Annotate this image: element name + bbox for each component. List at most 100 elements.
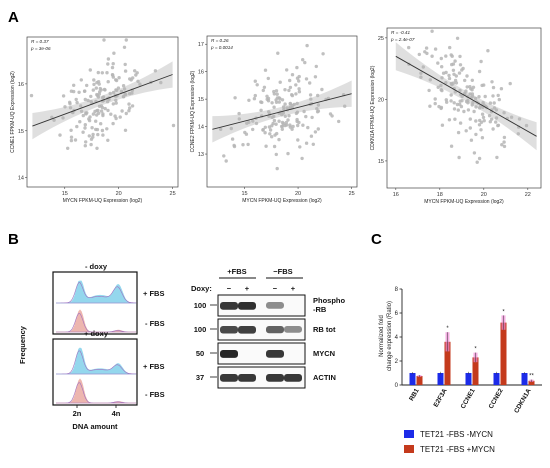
scatter-point bbox=[302, 109, 306, 114]
bar-y-tick-label: 0 bbox=[395, 383, 399, 389]
y-tick-label: 16 bbox=[198, 70, 204, 76]
scatter-point bbox=[428, 104, 432, 108]
scatter-point bbox=[295, 65, 299, 70]
scatter-point bbox=[466, 108, 471, 112]
scatter-point bbox=[517, 117, 522, 121]
scatter-point bbox=[101, 133, 105, 137]
scatter-point bbox=[52, 118, 56, 122]
scatter-point bbox=[321, 52, 325, 56]
blot-strip bbox=[217, 318, 306, 341]
scatter-point bbox=[470, 103, 474, 107]
scatter-point bbox=[270, 135, 274, 139]
scatter-point bbox=[121, 84, 126, 88]
scatter-point bbox=[300, 156, 304, 161]
scatter-plot-cdkn1a: 16 18 20 22 15 20 25 MYCN FPKM-UQ Expression (l… bbox=[370, 27, 542, 205]
scatter-point bbox=[316, 103, 321, 107]
blot-band bbox=[266, 374, 284, 382]
scatter-point bbox=[79, 78, 84, 82]
scatter-point bbox=[313, 130, 318, 134]
scatter-point bbox=[83, 126, 87, 130]
bar bbox=[472, 357, 479, 385]
scatter-point bbox=[430, 54, 434, 58]
scatter-point bbox=[462, 109, 466, 114]
y-tick-label: 14 bbox=[198, 125, 204, 131]
scatter-point bbox=[270, 115, 274, 120]
scatter-point bbox=[267, 125, 272, 129]
scatter-plot-ccne2: 15 20 25 13 14 15 16 17 MYCN FPKM-UQ Expression … bbox=[190, 35, 358, 204]
blot-lane-sign-4: + bbox=[291, 284, 296, 293]
flow-box-plus-doxy bbox=[52, 338, 138, 406]
scatter-xlabel: MYCN FPKM-UQ Expression (log2) bbox=[424, 199, 504, 205]
scatter-point bbox=[276, 51, 280, 55]
scatter-point bbox=[447, 118, 452, 122]
scatter-point bbox=[99, 109, 104, 113]
x-tick-label: 15 bbox=[62, 191, 68, 197]
scatter-point bbox=[263, 68, 268, 72]
scatter-point bbox=[472, 151, 477, 155]
scatter-point bbox=[127, 102, 131, 106]
scatter-point bbox=[84, 140, 88, 144]
stat-r: R = -0.41 bbox=[391, 30, 410, 35]
scatter-point bbox=[490, 80, 494, 84]
blot-band bbox=[220, 374, 238, 382]
scatter-point bbox=[111, 75, 116, 79]
scatter-point bbox=[74, 97, 78, 102]
scatter-point bbox=[451, 68, 456, 73]
blot-band bbox=[238, 326, 256, 334]
scatter-point bbox=[123, 128, 128, 132]
scatter-point bbox=[516, 132, 520, 136]
scatter-point bbox=[297, 87, 301, 91]
scatter-point bbox=[251, 127, 255, 132]
scatter-point bbox=[301, 58, 305, 62]
scatter-point bbox=[436, 85, 440, 90]
scatter-point bbox=[253, 93, 257, 98]
scatter-point bbox=[95, 92, 99, 97]
western-blot-panel: +FBS −FBS Doxy: − + − + 100 Phospho-RB 100… bbox=[191, 267, 345, 389]
scatter-point bbox=[470, 88, 474, 92]
y-tick-label: 14 bbox=[18, 176, 24, 182]
scatter-point bbox=[159, 80, 163, 85]
scatter-point bbox=[83, 89, 87, 93]
scatter-point bbox=[91, 88, 96, 92]
blot-band bbox=[266, 350, 284, 358]
scatter-point bbox=[68, 102, 72, 106]
bar bbox=[500, 322, 507, 385]
scatter-point bbox=[230, 137, 235, 141]
scatter-point bbox=[491, 94, 495, 98]
bar-category-label: CCNE1 bbox=[460, 387, 477, 410]
scatter-point bbox=[273, 133, 277, 137]
bar bbox=[444, 341, 451, 385]
scatter-point bbox=[58, 133, 62, 137]
scatter-point bbox=[449, 144, 454, 148]
flow-ylabel: Frequency bbox=[18, 325, 27, 364]
scatter-point bbox=[253, 79, 257, 83]
scatter-point bbox=[490, 117, 494, 121]
scatter-point bbox=[458, 63, 463, 67]
scatter-point bbox=[284, 123, 289, 127]
scatter-point bbox=[524, 123, 529, 128]
blot-band bbox=[238, 374, 256, 382]
scatter-point bbox=[81, 130, 85, 134]
stat-p: p = 2.4e-07 bbox=[390, 37, 415, 42]
scatter-point bbox=[171, 123, 176, 128]
blot-marker: 100 bbox=[194, 325, 207, 334]
bar bbox=[416, 376, 423, 385]
scatter-point bbox=[447, 73, 451, 78]
bar-ylabel-line-2: change expression (Ratio) bbox=[387, 301, 393, 371]
scatter-point bbox=[277, 119, 281, 123]
scatter-point bbox=[111, 62, 115, 66]
scatter-point bbox=[114, 98, 118, 103]
scatter-plot-ccne1: 15 20 25 14 15 16 MYCN FPKM-UQ Expression (log… bbox=[10, 36, 179, 204]
scatter-point bbox=[509, 115, 514, 119]
blot-lane-sign-3: − bbox=[273, 284, 278, 293]
bar bbox=[493, 373, 500, 385]
scatter-point bbox=[491, 85, 496, 90]
scatter-point bbox=[97, 104, 102, 109]
scatter-point bbox=[488, 120, 492, 124]
scatter-point bbox=[122, 45, 127, 49]
scatter-point bbox=[285, 68, 289, 72]
scatter-point bbox=[502, 140, 506, 144]
scatter-point bbox=[93, 109, 97, 114]
scatter-point bbox=[105, 127, 109, 131]
scatter-ylabel: CCNE1 FPKM-UQ Expression (log2) bbox=[10, 71, 16, 153]
